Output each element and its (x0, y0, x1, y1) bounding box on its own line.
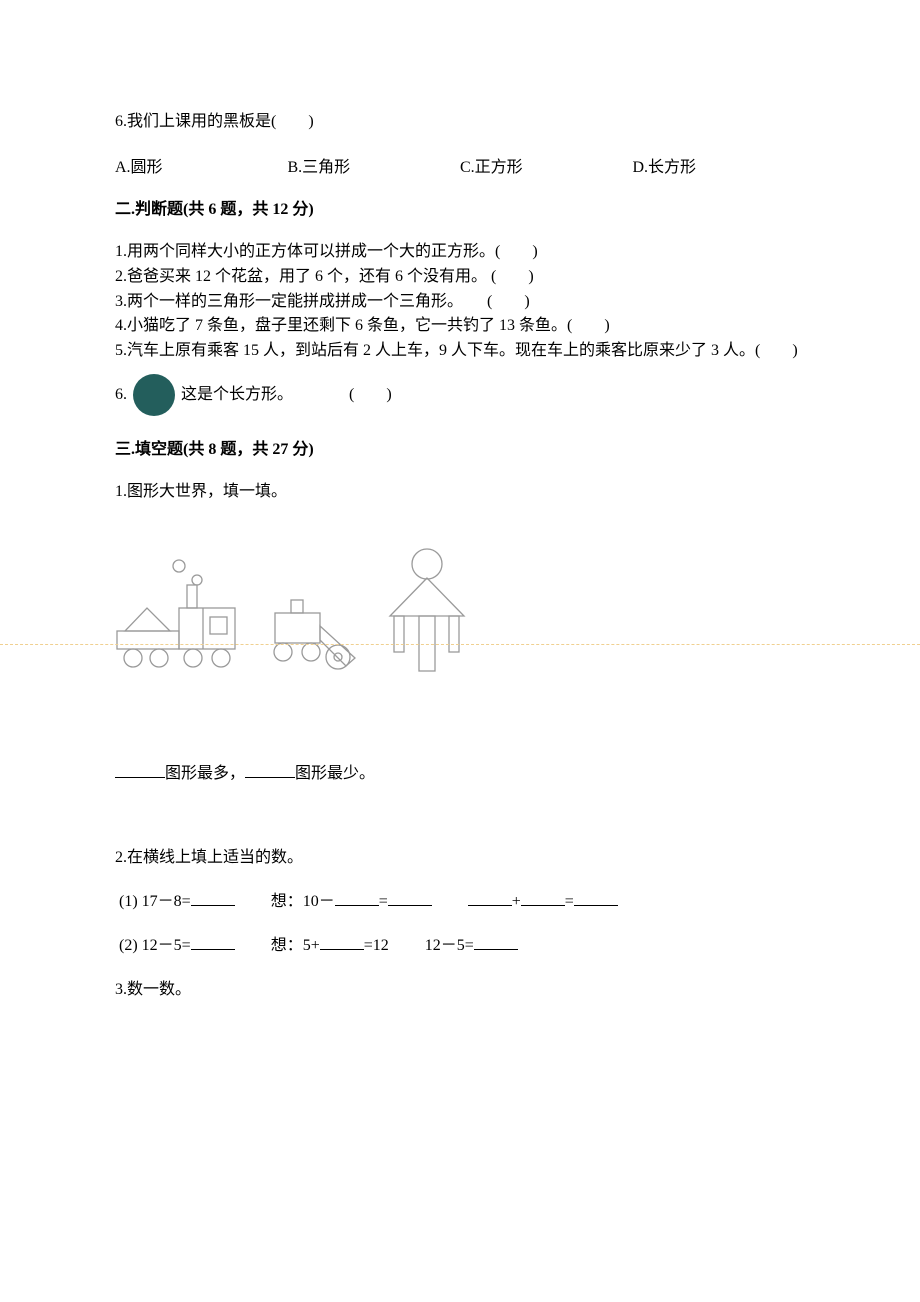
judgment-5: 5.汽车上原有乘客 15 人，到站后有 2 人上车，9 人下车。现在车上的乘客比… (115, 339, 805, 364)
fill-q2-sub2: (2) 12－5= 想：5+ =12 12－5= (119, 934, 805, 958)
sub1-a: (1) 17－8= (119, 893, 191, 910)
question-6-text: 6.我们上课用的黑板是( ) (115, 110, 805, 134)
judgment-3: 3.两个一样的三角形一定能拼成拼成一个三角形。 ( ) (115, 290, 805, 315)
blank-least[interactable] (245, 762, 295, 778)
fill-question-1: 1.图形大世界，填一填。 (115, 480, 805, 786)
fill-q2-text: 2.在横线上填上适当的数。 (115, 846, 805, 870)
sub2-b: 想：5+ (271, 937, 320, 954)
sub2-d: 12－5= (425, 937, 474, 954)
sub2-a: (2) 12－5= (119, 937, 191, 954)
plus-1: + (512, 893, 521, 910)
option-b: B.三角形 (288, 156, 461, 180)
blank-6[interactable] (574, 890, 618, 906)
sub2-c: =12 (364, 937, 389, 954)
blank-5[interactable] (521, 890, 565, 906)
blank-most[interactable] (115, 762, 165, 778)
section-3-header: 三.填空题(共 8 题，共 27 分) (115, 438, 805, 462)
question-6-options: A.圆形 B.三角形 C.正方形 D.长方形 (115, 156, 805, 180)
circle-shape-icon (133, 374, 175, 416)
sub1-b: 想：10－ (271, 893, 335, 910)
eq-2: = (565, 893, 574, 910)
option-a: A.圆形 (115, 156, 288, 180)
blank-8[interactable] (320, 934, 364, 950)
blank-9[interactable] (474, 934, 518, 950)
option-d: D.长方形 (633, 156, 806, 180)
judgment-1: 1.用两个同样大小的正方体可以拼成一个大的正方形。( ) (115, 240, 805, 265)
judgment-list: 1.用两个同样大小的正方体可以拼成一个大的正方形。( ) 2.爸爸买来 12 个… (115, 240, 805, 416)
fill-q2-sub1: (1) 17－8= 想：10－ = + = (119, 890, 805, 914)
option-c: C.正方形 (460, 156, 633, 180)
judgment-6-prefix: 6. (115, 383, 127, 407)
fill-q1-answer: 图形最多， 图形最少。 (115, 762, 805, 786)
judgment-2: 2.爸爸买来 12 个花盆，用了 6 个，还有 6 个没有用。 ( ) (115, 265, 805, 290)
dashed-separator (0, 644, 920, 645)
shapes-figure (115, 534, 805, 702)
fill-question-2: 2.在横线上填上适当的数。 (1) 17－8= 想：10－ = + = (2) 12… (115, 846, 805, 958)
blank-7[interactable] (191, 934, 235, 950)
blank-1[interactable] (191, 890, 235, 906)
question-6: 6.我们上课用的黑板是( ) A.圆形 B.三角形 C.正方形 D.长方形 (115, 110, 805, 180)
fill-q1-text: 1.图形大世界，填一填。 (115, 480, 805, 504)
answer-mid: 图形最多， (165, 765, 245, 782)
section-2-header: 二.判断题(共 6 题，共 12 分) (115, 198, 805, 222)
eq-1: = (379, 893, 388, 910)
blank-2[interactable] (335, 890, 379, 906)
answer-end: 图形最少。 (295, 765, 375, 782)
blank-3[interactable] (388, 890, 432, 906)
fill-question-3: 3.数一数。 (115, 978, 805, 1002)
shapes-svg-icon (115, 534, 485, 694)
judgment-6-suffix: 这是个长方形。 ( ) (181, 383, 392, 407)
judgment-4: 4.小猫吃了 7 条鱼，盘子里还剩下 6 条鱼，它一共钓了 13 条鱼。( ) (115, 314, 805, 339)
blank-4[interactable] (468, 890, 512, 906)
judgment-6: 6. 这是个长方形。 ( ) (115, 374, 805, 416)
